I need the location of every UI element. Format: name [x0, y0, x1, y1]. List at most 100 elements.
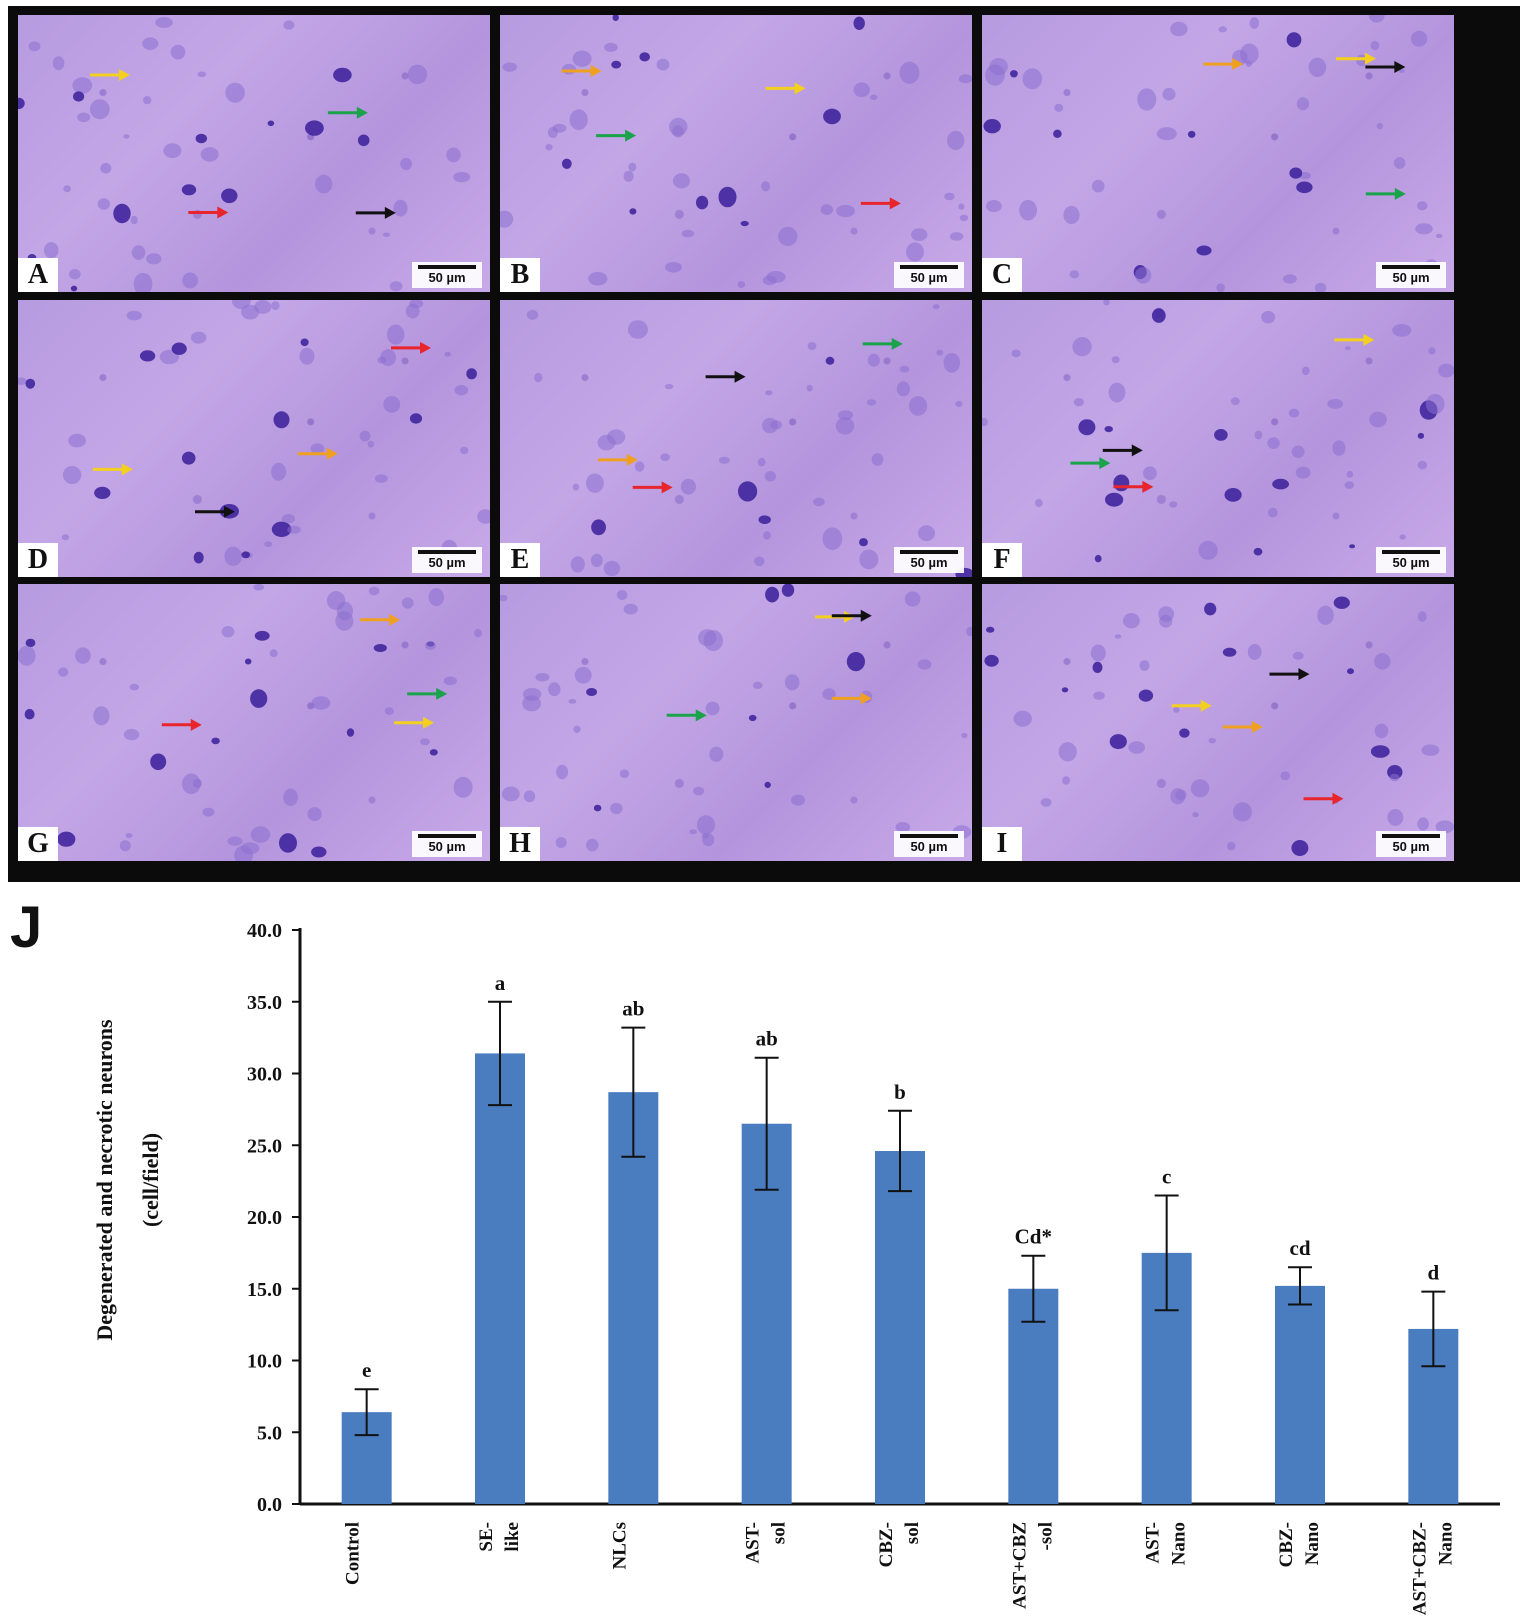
neuron-cell — [58, 667, 69, 677]
neuron-cell — [1369, 411, 1387, 428]
x-category-label: AST-sol — [743, 1522, 790, 1564]
y-tick-label: 35.0 — [247, 992, 282, 1014]
neuron-cell — [428, 588, 444, 607]
x-category-label: CBZ- Nano — [1276, 1522, 1323, 1567]
neuron-cell — [740, 220, 749, 227]
neuron-cell — [1288, 408, 1300, 418]
bar — [608, 1092, 659, 1504]
neuron-cell — [634, 461, 645, 472]
neuron-cell — [764, 781, 771, 788]
neuron-cell — [1438, 363, 1454, 378]
neuron-cell — [1196, 245, 1212, 256]
x-category-label: NLCs — [609, 1522, 630, 1570]
neuron-cell — [409, 300, 424, 309]
neuron-cell — [982, 418, 988, 427]
neuron-cell — [1267, 437, 1280, 449]
neuron-cell — [859, 549, 879, 570]
neuron-cell — [835, 417, 855, 435]
y-tick-label: 0.0 — [257, 1494, 282, 1516]
neuron-cell — [1317, 605, 1334, 625]
panel-letter: I — [982, 827, 1022, 861]
neuron-cell — [610, 802, 623, 815]
neuron-cell — [1162, 87, 1176, 101]
neuron-cell — [709, 746, 724, 762]
x-category-label-line: sol — [769, 1522, 790, 1544]
neuron-cell — [1435, 820, 1454, 834]
neuron-cell — [393, 199, 408, 217]
neuron-cell — [374, 474, 388, 483]
neuron-cell — [444, 351, 452, 357]
neuron-cell — [660, 453, 670, 462]
panel-letter: H — [500, 827, 540, 861]
neuron-cell — [758, 515, 771, 524]
chart-panel-letter: J — [10, 895, 43, 960]
black-arrow-icon — [831, 609, 872, 622]
neuron-cell — [307, 807, 322, 822]
neuron-cell — [853, 82, 870, 98]
neuron-cell — [250, 689, 268, 708]
neuron-cell — [500, 210, 514, 228]
scale-bar-line — [418, 550, 476, 554]
orange-arrow-icon — [597, 453, 638, 466]
neuron-cell — [477, 509, 490, 524]
green-arrow-icon — [596, 129, 637, 142]
yellow-arrow-icon — [1171, 699, 1212, 712]
black-arrow-icon — [1102, 444, 1143, 457]
neuron-cell — [1108, 382, 1126, 403]
neuron-cell — [556, 764, 569, 780]
neuron-cell — [89, 99, 110, 120]
bar — [1275, 1285, 1325, 1504]
neuron-cell — [123, 728, 140, 741]
neuron-cell — [387, 324, 405, 345]
neuron-cell — [665, 262, 682, 273]
neuron-cell — [61, 534, 70, 541]
neuron-cell — [68, 433, 86, 448]
scale-label: 50 µm — [910, 270, 948, 285]
red-arrow-icon — [860, 197, 901, 210]
neuron-cell — [947, 130, 965, 151]
neuron-cell — [1035, 498, 1043, 508]
neuron-cell — [384, 707, 394, 715]
neuron-cell — [1011, 349, 1021, 358]
neuron-cell — [680, 478, 696, 495]
neuron-cell — [1113, 474, 1130, 492]
neuron-cell — [1062, 776, 1071, 785]
scale-label: 50 µm — [1392, 555, 1430, 570]
x-category-label-line: AST- — [743, 1522, 764, 1564]
neuron-cell — [1123, 613, 1140, 629]
green-arrow-icon — [1365, 187, 1406, 200]
neuron-cell — [454, 385, 469, 396]
x-category-label-line: SE- — [476, 1522, 497, 1552]
neuron-cell — [838, 410, 854, 420]
scale-label: 50 µm — [1392, 270, 1430, 285]
neuron-cell — [985, 64, 1005, 86]
neuron-cell — [133, 272, 153, 292]
neuron-cell — [689, 829, 697, 835]
neuron-cell — [859, 538, 868, 547]
neuron-cell — [1295, 466, 1311, 479]
neuron-cell — [129, 683, 140, 691]
neuron-cell — [1208, 737, 1216, 744]
neuron-cell — [383, 396, 401, 413]
neuron-cell — [1392, 323, 1412, 337]
neuron-cell — [170, 44, 186, 60]
neuron-cell — [966, 626, 972, 637]
x-category-label: CBZ-sol — [876, 1522, 923, 1567]
neuron-cell — [629, 208, 637, 215]
scale-bar: 50 µm — [1376, 262, 1446, 288]
panel-letter: G — [18, 827, 58, 861]
panel-cells — [526, 304, 972, 577]
scale-bar: 50 µm — [894, 262, 964, 288]
neuron-cell — [254, 300, 272, 314]
neuron-cell — [984, 654, 999, 667]
neuron-cell — [1138, 689, 1154, 702]
micrograph-panel-c: C 50 µm — [982, 15, 1454, 292]
yellow-arrow-icon — [92, 463, 133, 476]
neuron-cell — [1410, 30, 1428, 47]
neuron-cell — [1314, 282, 1327, 292]
neuron-cell — [573, 725, 581, 733]
neuron-cell — [271, 301, 280, 310]
neuron-cell — [591, 519, 606, 536]
neuron-cell — [113, 203, 131, 224]
neuron-cell — [429, 749, 438, 756]
